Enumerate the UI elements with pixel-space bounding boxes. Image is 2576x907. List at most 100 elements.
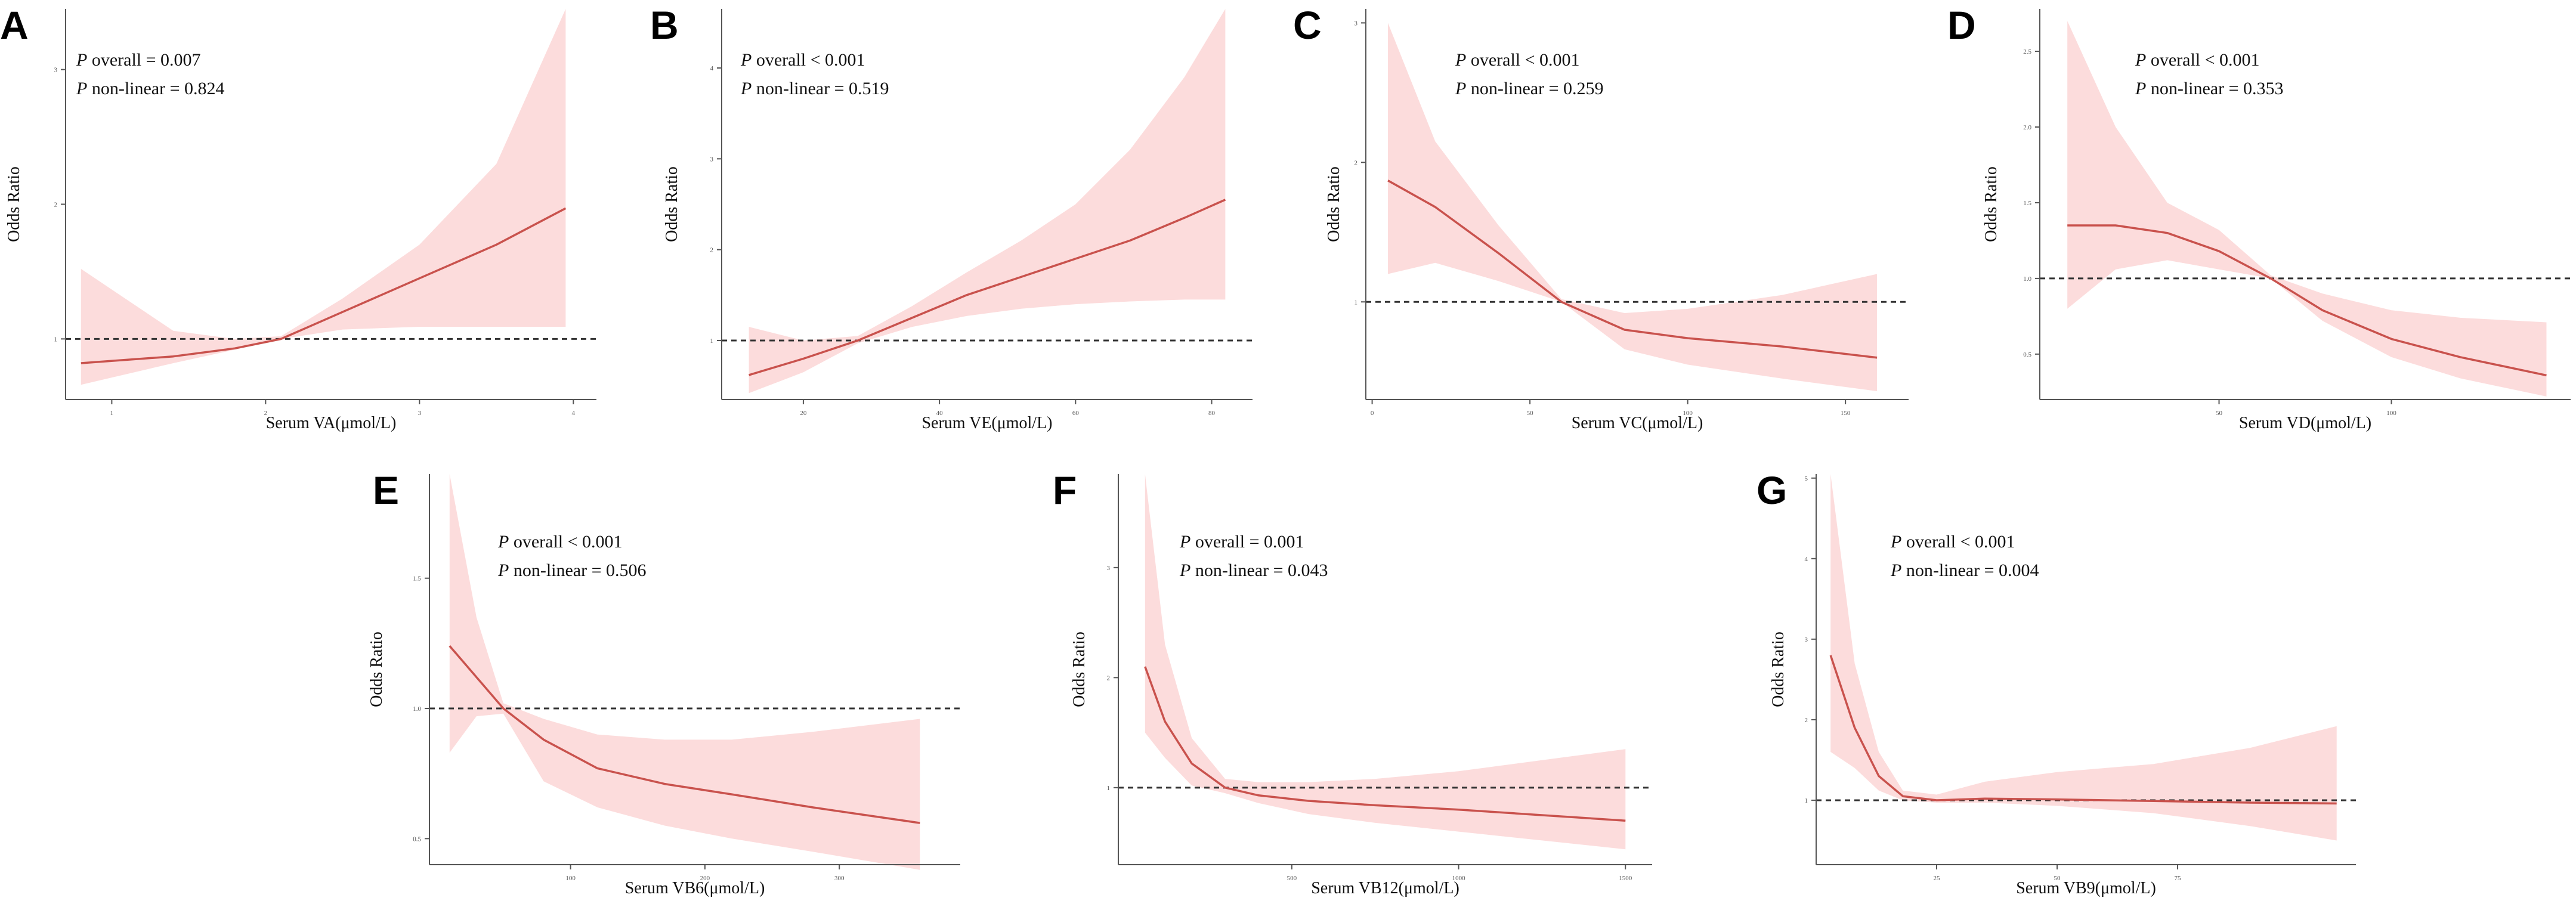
p-value-annotation: P overall < 0.001 bbox=[1455, 50, 1580, 70]
x-tick-label: 100 bbox=[2386, 410, 2396, 417]
x-tick-label: 100 bbox=[565, 875, 576, 882]
p-value-annotation: P overall < 0.001 bbox=[2135, 50, 2260, 70]
p-symbol: P bbox=[497, 561, 509, 580]
p-value-text: overall < 0.001 bbox=[509, 532, 622, 552]
panel-letter: G bbox=[1756, 468, 1787, 512]
x-axis-label: Serum VD(μmol/L) bbox=[2239, 414, 2371, 432]
p-value-annotation: P overall = 0.007 bbox=[76, 50, 201, 70]
spline-curve bbox=[749, 199, 1226, 376]
panel-letter: B bbox=[650, 3, 679, 47]
panel-letter: F bbox=[1053, 468, 1077, 512]
x-tick-label: 60 bbox=[1072, 410, 1080, 417]
y-tick-label: 2 bbox=[1805, 717, 1808, 724]
p-value-text: non-linear = 0.519 bbox=[752, 79, 889, 98]
confidence-band bbox=[1830, 474, 2337, 841]
confidence-band bbox=[81, 9, 566, 385]
y-tick-label: 2.0 bbox=[2023, 124, 2031, 131]
x-tick-label: 4 bbox=[572, 410, 576, 417]
x-tick-label: 150 bbox=[1841, 410, 1851, 417]
p-symbol: P bbox=[1455, 50, 1466, 70]
panel-letter: D bbox=[1947, 3, 1976, 47]
y-tick-label: 1.0 bbox=[2023, 275, 2031, 283]
x-tick-label: 500 bbox=[1287, 875, 1297, 882]
y-tick-label: 1 bbox=[1355, 299, 1358, 306]
p-value-annotation: P overall < 0.001 bbox=[740, 50, 865, 70]
panel-letter: A bbox=[0, 3, 29, 47]
y-axis-label: Odds Ratio bbox=[1769, 632, 1788, 707]
x-tick-label: 50 bbox=[2216, 410, 2223, 417]
spline-curve bbox=[1829, 655, 2337, 805]
p-value-text: overall < 0.001 bbox=[752, 50, 865, 70]
p-symbol: P bbox=[1455, 79, 1466, 98]
panel-c: 0 50 100 150 1 2 3 Serum VC(μmol/L) Odds Ratio C P… bbox=[1293, 3, 1909, 432]
p-value-text: overall = 0.007 bbox=[87, 50, 200, 70]
p-value-text: non-linear = 0.353 bbox=[2146, 79, 2283, 98]
p-value-annotation: P overall = 0.001 bbox=[1179, 532, 1304, 552]
confidence-band bbox=[1145, 474, 1626, 850]
p-value-annotation: P overall < 0.001 bbox=[1890, 532, 2015, 552]
y-tick-label: 3 bbox=[1107, 565, 1111, 572]
x-tick-label: 50 bbox=[2054, 875, 2061, 882]
x-tick-label: 200 bbox=[700, 875, 710, 882]
y-tick-label: 3 bbox=[54, 67, 58, 74]
x-tick-label: 1500 bbox=[1619, 875, 1632, 882]
x-axis-label: Serum VB6(μmol/L) bbox=[625, 879, 765, 897]
y-tick-label: 3 bbox=[710, 156, 714, 163]
p-value-annotation: P non-linear = 0.519 bbox=[740, 79, 889, 98]
y-tick-label: 2 bbox=[1355, 159, 1358, 166]
y-tick-label: 1.5 bbox=[2023, 200, 2031, 207]
panel-e: 100 200 300 0.5 1.0 1.5 Serum VB6(μmol/L) Odds … bbox=[367, 468, 960, 897]
y-axis-label: Odds Ratio bbox=[1325, 166, 1343, 242]
x-tick-label: 25 bbox=[1934, 875, 1941, 882]
y-axis-label: Odds Ratio bbox=[1070, 632, 1088, 707]
x-axis-label: Serum VE(μmol/L) bbox=[921, 414, 1052, 432]
y-tick-label: 1 bbox=[54, 336, 58, 343]
y-tick-label: 1.0 bbox=[413, 705, 421, 713]
p-value-annotation: P overall < 0.001 bbox=[497, 532, 623, 552]
p-value-text: overall < 0.001 bbox=[1466, 50, 1579, 70]
x-tick-label: 2 bbox=[264, 410, 268, 417]
y-tick-label: 4 bbox=[1805, 556, 1808, 563]
y-tick-label: 5 bbox=[1805, 475, 1808, 482]
y-tick-label: 4 bbox=[710, 65, 714, 72]
p-symbol: P bbox=[1890, 532, 1901, 552]
confidence-band bbox=[449, 474, 920, 870]
x-tick-label: 20 bbox=[800, 410, 807, 417]
p-value-text: non-linear = 0.004 bbox=[1901, 561, 2039, 580]
p-value-text: overall = 0.001 bbox=[1190, 532, 1304, 552]
y-tick-label: 1 bbox=[710, 338, 714, 345]
panel-b: 20 40 60 80 1 2 3 4 Serum VE(μmol/L) Odds Ratio B P… bbox=[650, 3, 1253, 432]
y-tick-label: 3 bbox=[1805, 636, 1808, 643]
x-axis-label: Serum VB12(μmol/L) bbox=[1311, 879, 1459, 897]
y-tick-label: 2 bbox=[54, 202, 58, 209]
y-axis-label: Odds Ratio bbox=[367, 632, 386, 707]
x-axis-label: Serum VC(μmol/L) bbox=[1572, 414, 1703, 432]
p-value-annotation: P non-linear = 0.824 bbox=[76, 79, 225, 98]
spline-curve bbox=[1144, 666, 1626, 822]
y-axis-label: Odds Ratio bbox=[663, 166, 681, 242]
p-symbol: P bbox=[740, 79, 752, 98]
p-symbol: P bbox=[2135, 50, 2146, 70]
p-symbol: P bbox=[1179, 561, 1190, 580]
confidence-band bbox=[1388, 23, 1878, 391]
panel-letter: C bbox=[1293, 3, 1322, 47]
x-tick-label: 1000 bbox=[1452, 875, 1466, 882]
x-axis-label: Serum VB9(μmol/L) bbox=[2016, 879, 2156, 897]
p-value-annotation: P non-linear = 0.004 bbox=[1890, 561, 2039, 580]
panel-g: 25 50 75 1 2 3 4 5 Serum VB9(μmol/L) Odds Ratio G P… bbox=[1756, 468, 2356, 897]
p-symbol: P bbox=[76, 79, 87, 98]
p-value-text: non-linear = 0.259 bbox=[1466, 79, 1603, 98]
p-symbol: P bbox=[497, 532, 509, 552]
y-tick-label: 0.5 bbox=[2023, 351, 2031, 358]
p-value-annotation: P non-linear = 0.043 bbox=[1179, 561, 1328, 580]
spline-curve bbox=[81, 207, 567, 364]
y-tick-label: 3 bbox=[1355, 20, 1358, 27]
x-axis-label: Serum VA(μmol/L) bbox=[266, 414, 397, 432]
x-tick-label: 50 bbox=[1527, 410, 1534, 417]
y-tick-label: 2 bbox=[1107, 674, 1111, 682]
y-tick-label: 1 bbox=[1107, 785, 1111, 792]
p-value-annotation: P non-linear = 0.506 bbox=[497, 561, 647, 580]
y-tick-label: 2.5 bbox=[2023, 48, 2031, 55]
